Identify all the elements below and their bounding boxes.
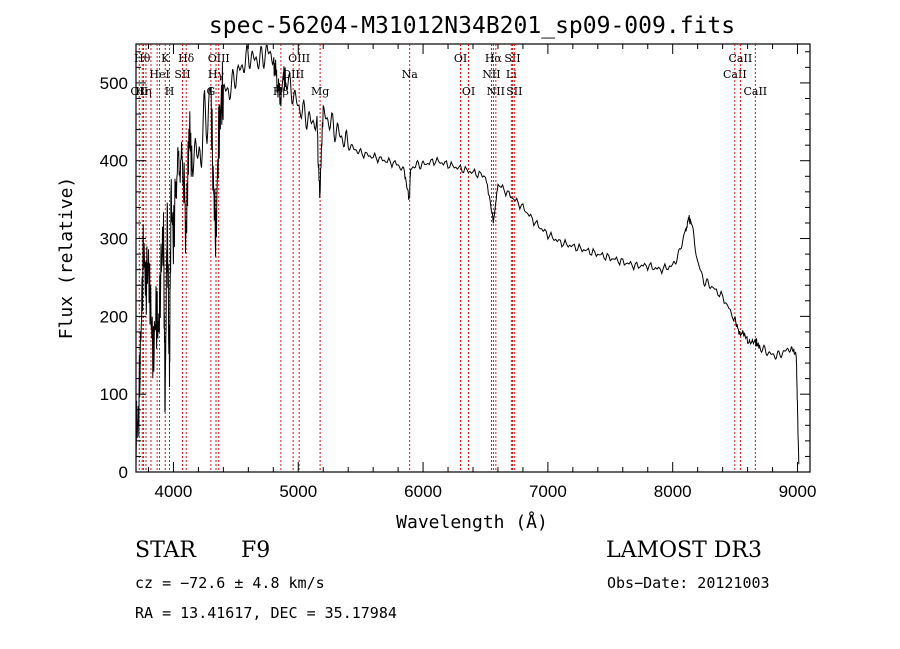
y-axis-label: Flux (relative) [56,177,77,340]
line-marker-label: OIII [288,52,310,65]
x-tick-label: 5000 [279,482,317,501]
plot-frame [135,43,811,473]
chart-title: spec-56204-M31012N34B201_sp09-009.fits [209,13,735,39]
spectrum-line [135,43,800,465]
x-tick-label: 6000 [404,482,442,501]
y-tick-label: 500 [100,74,128,93]
line-marker-label: SII [504,52,520,65]
line-marker-label: OIII [208,52,230,65]
line-marker-label: NII [482,68,500,81]
line-marker-label: Hη [135,85,151,98]
line-marker-label: Li [506,68,517,81]
y-tick-label: 200 [100,307,128,326]
line-marker-label: Hγ [208,68,225,81]
observation-date: Obs−Date: 20121003 [607,574,770,592]
line-marker-label: Mg [311,85,329,98]
line-marker-label: OI [462,85,475,98]
line-marker-label: CaII [743,85,767,98]
x-tick-label: 4000 [155,482,193,501]
line-marker-label: CaII [729,52,753,65]
line-marker-label: SII [174,68,190,81]
line-marker-label: Hα [485,52,503,65]
y-tick-label: 400 [100,152,128,171]
line-marker-label: K [161,52,170,65]
object-class: STAR [135,538,196,563]
object-subclass: F9 [241,538,271,563]
line-marker-label: OI [454,52,467,65]
x-tick-label: 7000 [529,482,567,501]
coordinates: RA = 13.41617, DEC = 35.17984 [135,604,397,622]
line-marker-label: HeI [149,68,169,81]
line-marker-label: Na [402,68,419,81]
line-marker-label: H [165,85,175,98]
line-markers: OIIHθHηHeIKHSIIHδGHγOIIIHβOIIIOIIIMgNaOI… [130,44,767,472]
x-tick-label: 8000 [654,482,692,501]
y-tick-label: 300 [100,230,128,249]
x-axis-label: Wavelength (Å) [396,511,548,533]
axis-ticks: 4000 5000 6000 7000 8000 9000 0 100 200 300 400 500 [100,44,817,501]
x-tick-label: 9000 [779,482,817,501]
line-marker-label: NII [487,85,505,98]
line-marker-label: SII [506,85,522,98]
y-tick-label: 100 [100,385,128,404]
line-marker-label: OIII [282,68,304,81]
y-tick-label: 0 [119,463,128,482]
line-marker-label: Hθ [134,52,151,65]
line-marker-label: CaII [723,68,747,81]
line-marker-label: Hδ [178,52,195,65]
survey-name: LAMOST DR3 [606,538,762,563]
redshift-velocity: cz = −72.6 ± 4.8 km/s [135,574,325,592]
